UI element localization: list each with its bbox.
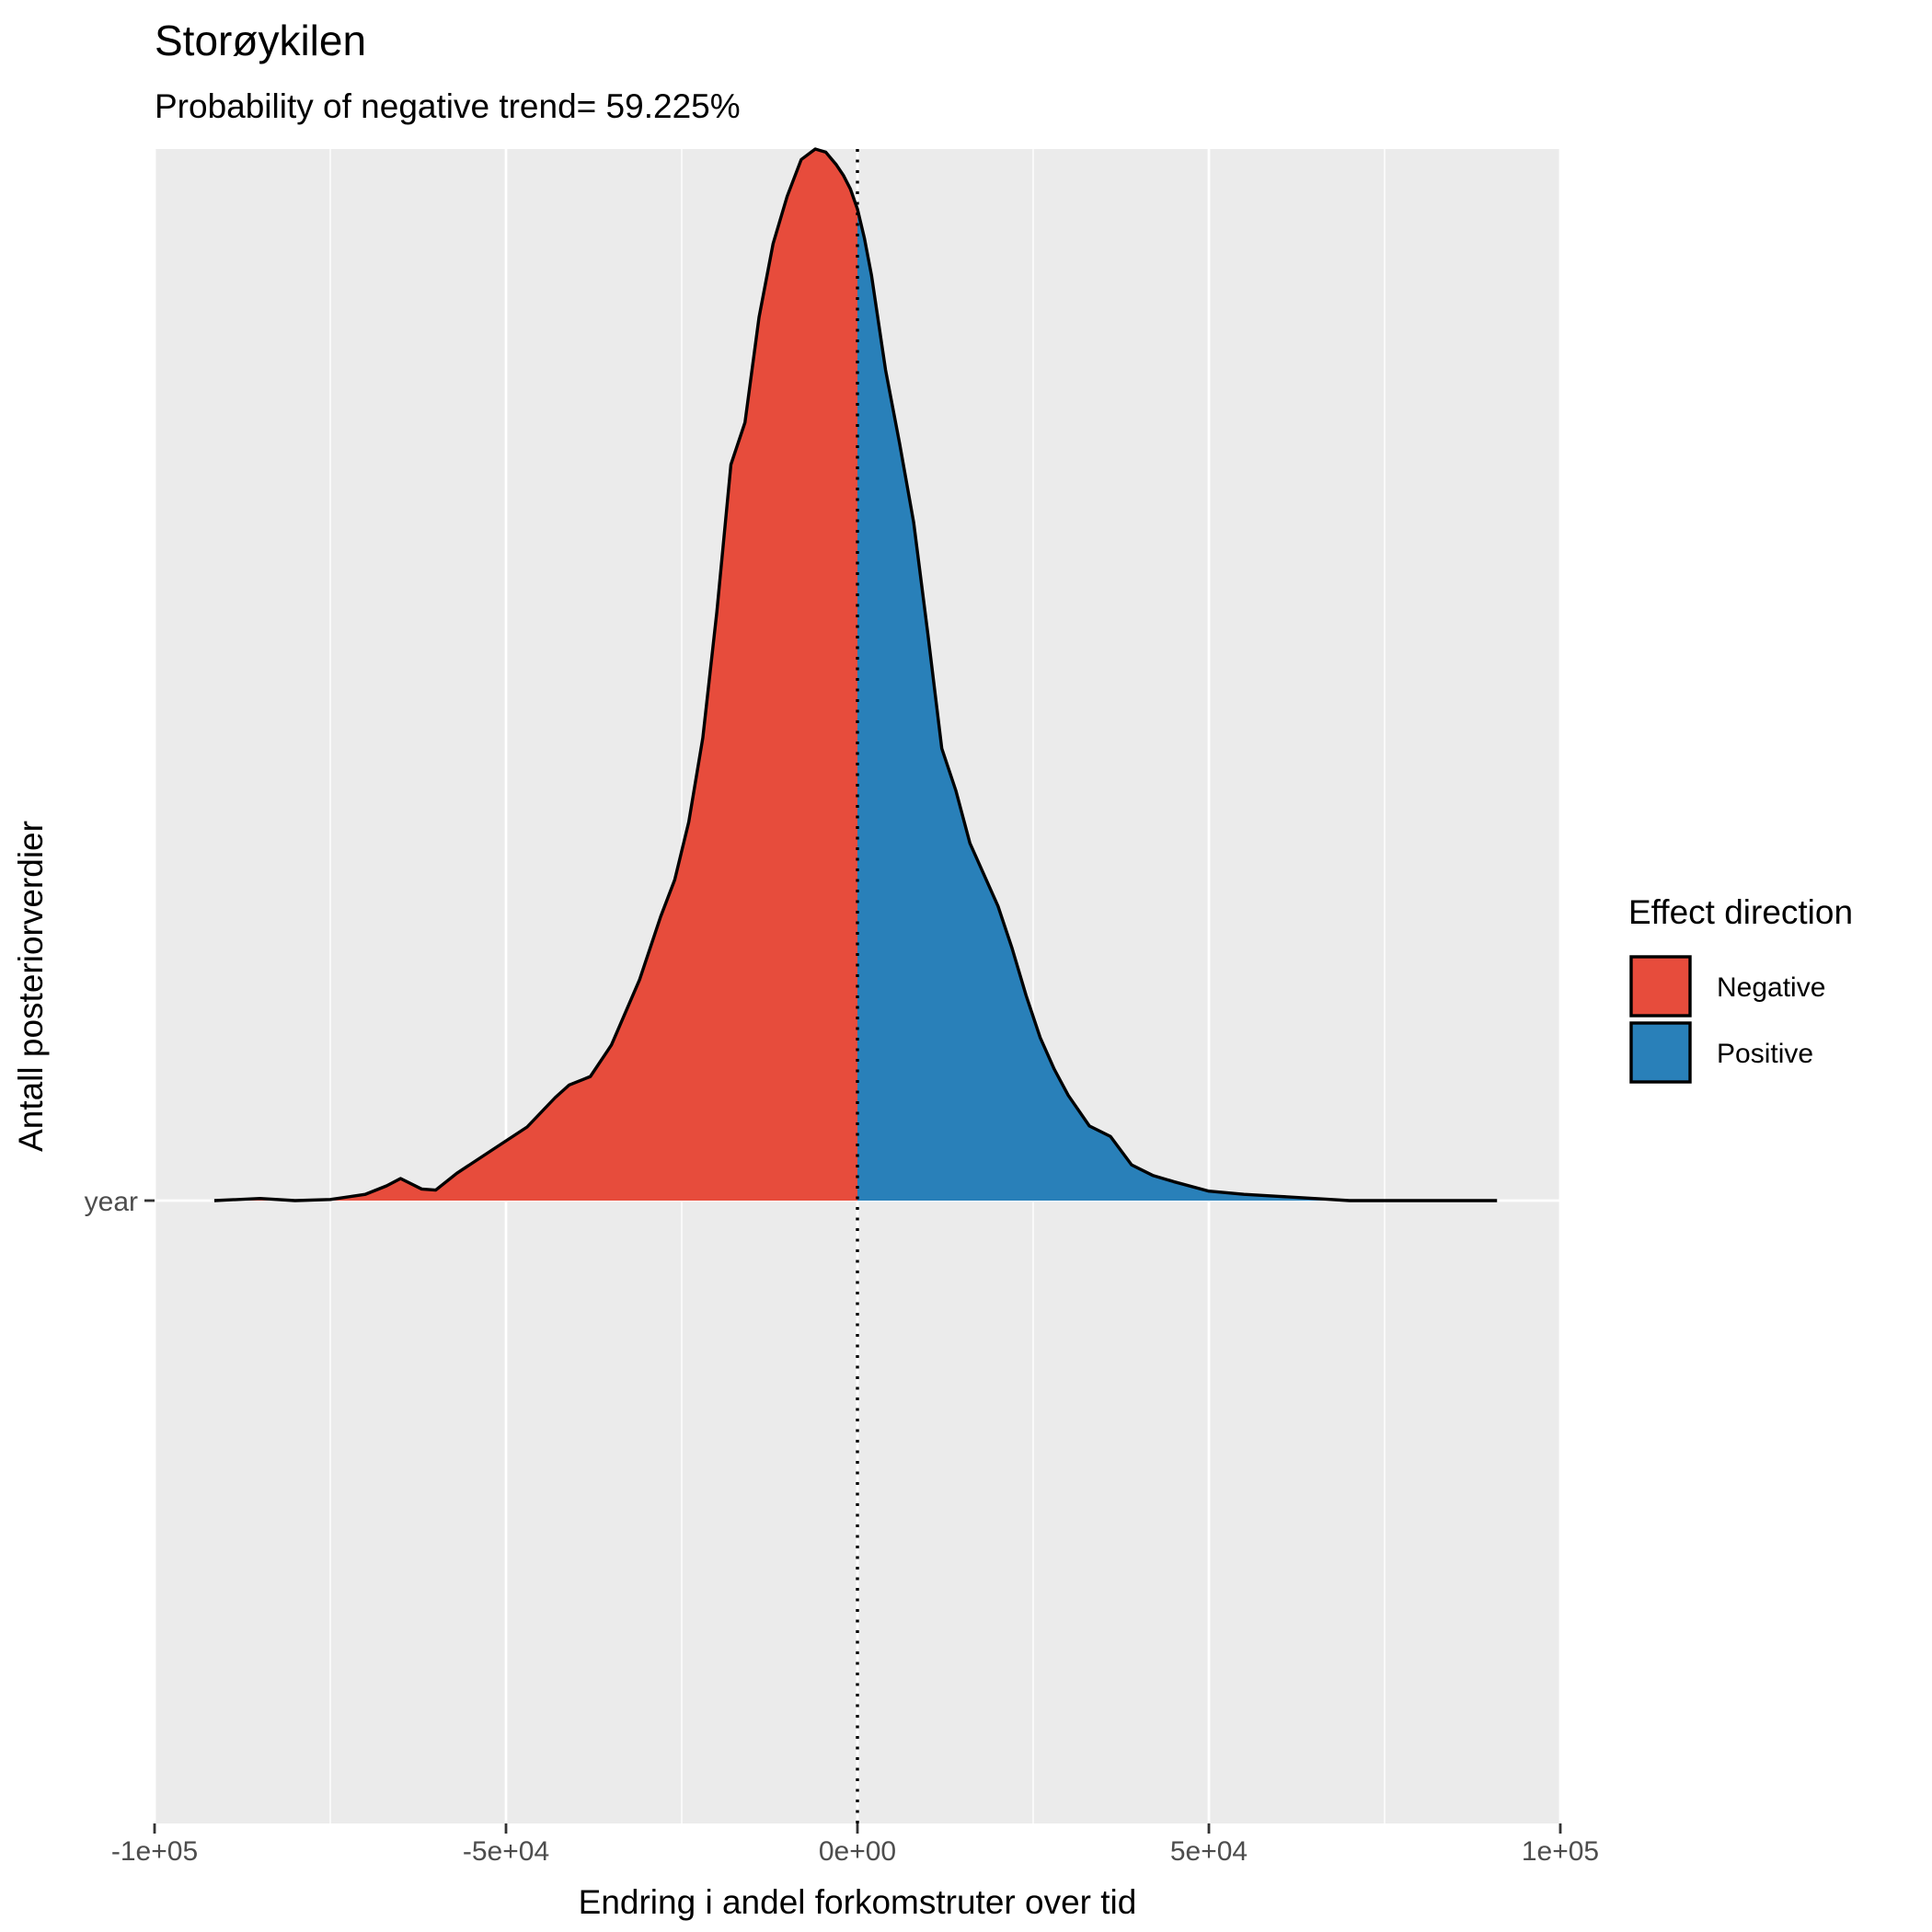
legend: Effect direction Negative Positive [1628, 893, 1853, 1084]
legend-label-positive: Positive [1717, 1039, 1813, 1069]
y-axis-label: Antall posteriorverdier [12, 821, 50, 1152]
density-area-positive [857, 209, 1498, 1201]
legend-swatch-negative [1629, 955, 1692, 1018]
x-tick-label: 1e+05 [1522, 1836, 1599, 1867]
chart-title: Storøykilen [155, 17, 366, 64]
density-areas [213, 147, 1498, 1823]
y-tick-label: year [85, 1187, 138, 1217]
density-area-negative [213, 149, 857, 1201]
chart-subtitle: Probability of negative trend= 59.225% [155, 87, 741, 125]
x-axis: -1e+05 -5e+04 0e+00 5e+04 1e+05 [111, 1823, 1599, 1867]
x-axis-label: Endring i andel forkomstruter over tid [579, 1883, 1137, 1921]
x-tick-label: -5e+04 [463, 1836, 549, 1867]
density-outline [213, 147, 1498, 1202]
x-tick-label: 5e+04 [1170, 1836, 1248, 1867]
x-tick-label: 0e+00 [819, 1836, 896, 1867]
x-tick-label: -1e+05 [111, 1836, 198, 1867]
legend-swatch-positive [1629, 1021, 1692, 1084]
legend-label-negative: Negative [1717, 972, 1825, 1003]
legend-title: Effect direction [1628, 893, 1853, 931]
y-axis: year [85, 1187, 155, 1217]
